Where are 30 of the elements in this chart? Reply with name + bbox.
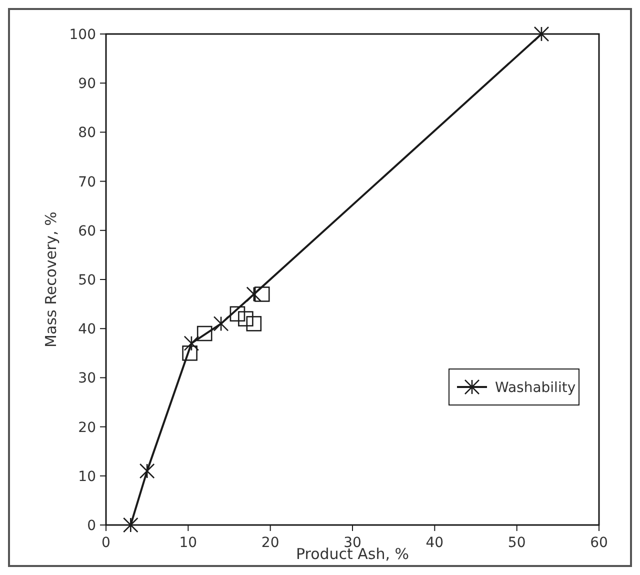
point	[246, 316, 262, 332]
y-tick-label: 100	[69, 27, 96, 43]
point	[254, 286, 270, 302]
y-tick-label: 20	[78, 420, 96, 436]
y-tick-label: 70	[78, 174, 96, 190]
point	[196, 326, 212, 342]
y-tick-label: 50	[78, 272, 96, 288]
point	[139, 463, 155, 479]
y-tick-label: 90	[78, 76, 96, 92]
x-tick-label: 0	[102, 535, 110, 551]
point	[534, 26, 550, 42]
point	[184, 336, 200, 351]
point	[238, 311, 254, 326]
y-tick-label: 40	[78, 322, 96, 338]
y-tick-label: 60	[78, 223, 96, 240]
x-tick-label: 20	[261, 535, 280, 551]
point	[213, 316, 229, 332]
y-tick-label: 30	[78, 370, 96, 387]
y-tick-label: 0	[87, 518, 96, 534]
x-tick-label: 40	[426, 535, 444, 551]
point	[123, 517, 138, 533]
legend-label: Washability	[495, 380, 576, 396]
point	[182, 346, 198, 361]
y-tick-label: 10	[78, 468, 96, 485]
x-tick-label: 50	[508, 535, 526, 551]
point	[230, 306, 246, 322]
x-tick-label: 10	[179, 535, 198, 551]
y-axis-title: Mass Recovery, %	[42, 212, 60, 348]
y-tick-label: 80	[78, 125, 96, 142]
x-tick-label: 60	[590, 535, 608, 551]
